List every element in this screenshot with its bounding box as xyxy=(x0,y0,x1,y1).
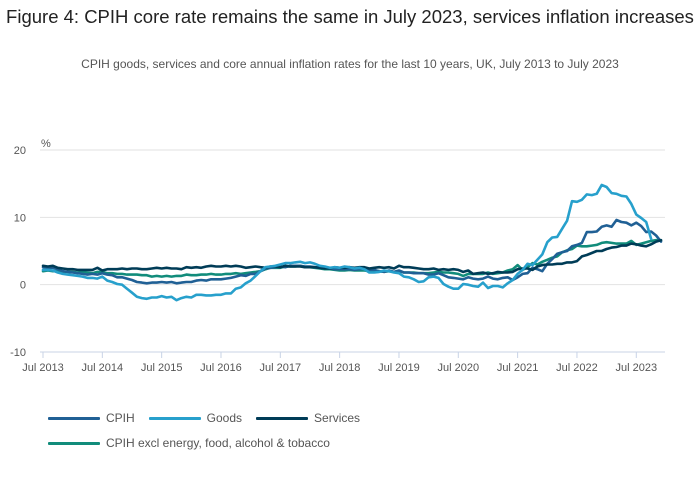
legend-swatch-core xyxy=(48,441,100,445)
x-tick-label: Jul 2017 xyxy=(260,362,302,374)
x-axis: Jul 2013 Jul 2014 Jul 2015 Jul 2016 Jul 2017… xyxy=(22,351,665,374)
x-tick-label: Jul 2015 xyxy=(141,362,183,374)
chart-subtitle: CPIH goods, services and core annual inf… xyxy=(81,57,619,71)
x-tick-label: Jul 2018 xyxy=(319,362,361,374)
legend-item-services[interactable]: Services xyxy=(256,411,360,425)
legend-swatch-services xyxy=(256,416,309,420)
y-tick-label: 0 xyxy=(20,280,26,292)
gridlines xyxy=(40,149,665,286)
x-tick-label: Jul 2020 xyxy=(437,362,479,374)
x-tick-label: Jul 2013 xyxy=(22,362,64,374)
x-tick-label: Jul 2014 xyxy=(82,362,124,374)
series-line-cpih-excl-energy-food-alcohol-tobacco[interactable] xyxy=(41,238,663,278)
legend-row-2: CPIH excl energy, food, alcohol & tobacc… xyxy=(48,433,374,453)
series-line-goods[interactable] xyxy=(41,183,653,302)
legend: CPIH Goods Services CPIH excl energy, fo… xyxy=(48,408,374,458)
legend-label-services: Services xyxy=(314,411,361,425)
legend-swatch-goods xyxy=(148,416,201,420)
series-line-cpih[interactable] xyxy=(41,218,663,285)
legend-row-1: CPIH Goods Services xyxy=(48,408,374,428)
y-tick-label: -10 xyxy=(10,347,26,359)
x-tick-label: Jul 2022 xyxy=(556,362,598,374)
y-tick-label: 20 xyxy=(14,145,26,157)
legend-label-cpih: CPIH xyxy=(106,411,135,425)
x-tick-label: Jul 2019 xyxy=(378,362,420,374)
chart-title: Figure 4: CPIH core rate remains the sam… xyxy=(6,6,694,27)
legend-label-core: CPIH excl energy, food, alcohol & tobacc… xyxy=(106,436,330,450)
legend-item-goods[interactable]: Goods xyxy=(148,411,243,425)
legend-swatch-cpih xyxy=(48,416,100,420)
legend-item-core[interactable]: CPIH excl energy, food, alcohol & tobacc… xyxy=(48,436,330,450)
y-axis-unit: % xyxy=(41,138,51,150)
x-tick-label: Jul 2023 xyxy=(615,362,657,374)
legend-label-goods: Goods xyxy=(206,411,243,425)
x-tick-label: Jul 2021 xyxy=(497,362,539,374)
x-tick-label: Jul 2016 xyxy=(200,362,242,374)
legend-item-cpih[interactable]: CPIH xyxy=(48,411,135,425)
y-tick-label: 10 xyxy=(14,212,26,224)
series-lines xyxy=(41,183,663,302)
y-axis: 20 10 0 -10% xyxy=(10,138,51,359)
